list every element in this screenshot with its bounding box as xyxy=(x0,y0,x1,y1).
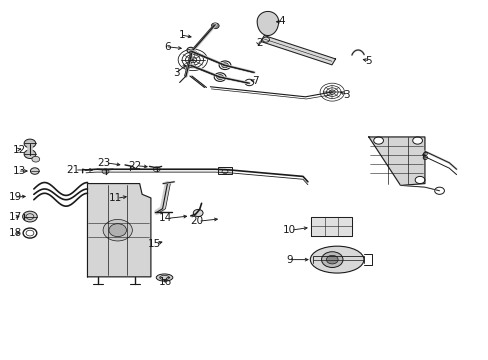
Text: 21: 21 xyxy=(66,165,80,175)
Text: 11: 11 xyxy=(108,193,122,203)
Circle shape xyxy=(24,150,36,158)
Bar xyxy=(217,167,232,174)
Ellipse shape xyxy=(156,274,172,281)
Circle shape xyxy=(24,139,36,148)
Text: 15: 15 xyxy=(147,239,160,249)
Circle shape xyxy=(109,224,126,237)
Circle shape xyxy=(32,156,40,162)
Text: 18: 18 xyxy=(9,228,22,238)
Text: 3: 3 xyxy=(343,90,349,100)
Circle shape xyxy=(216,75,223,80)
Circle shape xyxy=(434,187,444,194)
Circle shape xyxy=(30,168,39,174)
Polygon shape xyxy=(368,137,424,185)
Text: 2: 2 xyxy=(256,38,263,48)
Text: 20: 20 xyxy=(189,216,203,226)
Text: 12: 12 xyxy=(13,144,26,154)
Text: 23: 23 xyxy=(97,158,110,168)
Text: 14: 14 xyxy=(159,213,172,223)
Text: 22: 22 xyxy=(128,161,141,171)
Circle shape xyxy=(326,255,337,264)
Circle shape xyxy=(211,23,219,29)
Text: 4: 4 xyxy=(278,16,285,26)
Circle shape xyxy=(22,211,37,222)
Circle shape xyxy=(412,137,422,144)
Text: 17: 17 xyxy=(9,212,22,221)
Circle shape xyxy=(373,137,383,144)
Circle shape xyxy=(214,73,225,81)
Circle shape xyxy=(103,220,132,241)
Text: 9: 9 xyxy=(286,255,293,265)
Text: 1: 1 xyxy=(178,30,184,40)
Circle shape xyxy=(193,210,203,217)
Polygon shape xyxy=(310,217,351,235)
Text: 7: 7 xyxy=(252,76,259,86)
Circle shape xyxy=(219,61,230,69)
Text: 16: 16 xyxy=(159,277,172,287)
Text: 13: 13 xyxy=(13,166,26,176)
Circle shape xyxy=(321,252,342,267)
Text: 8: 8 xyxy=(420,152,427,162)
Ellipse shape xyxy=(310,246,363,273)
Text: 6: 6 xyxy=(163,42,170,51)
Circle shape xyxy=(221,63,228,68)
Text: 3: 3 xyxy=(173,68,180,78)
Text: 19: 19 xyxy=(9,192,22,202)
Text: 10: 10 xyxy=(282,225,295,235)
Polygon shape xyxy=(260,36,335,65)
Text: 5: 5 xyxy=(365,56,371,66)
Circle shape xyxy=(414,176,424,184)
Polygon shape xyxy=(87,184,151,277)
Polygon shape xyxy=(257,12,278,36)
